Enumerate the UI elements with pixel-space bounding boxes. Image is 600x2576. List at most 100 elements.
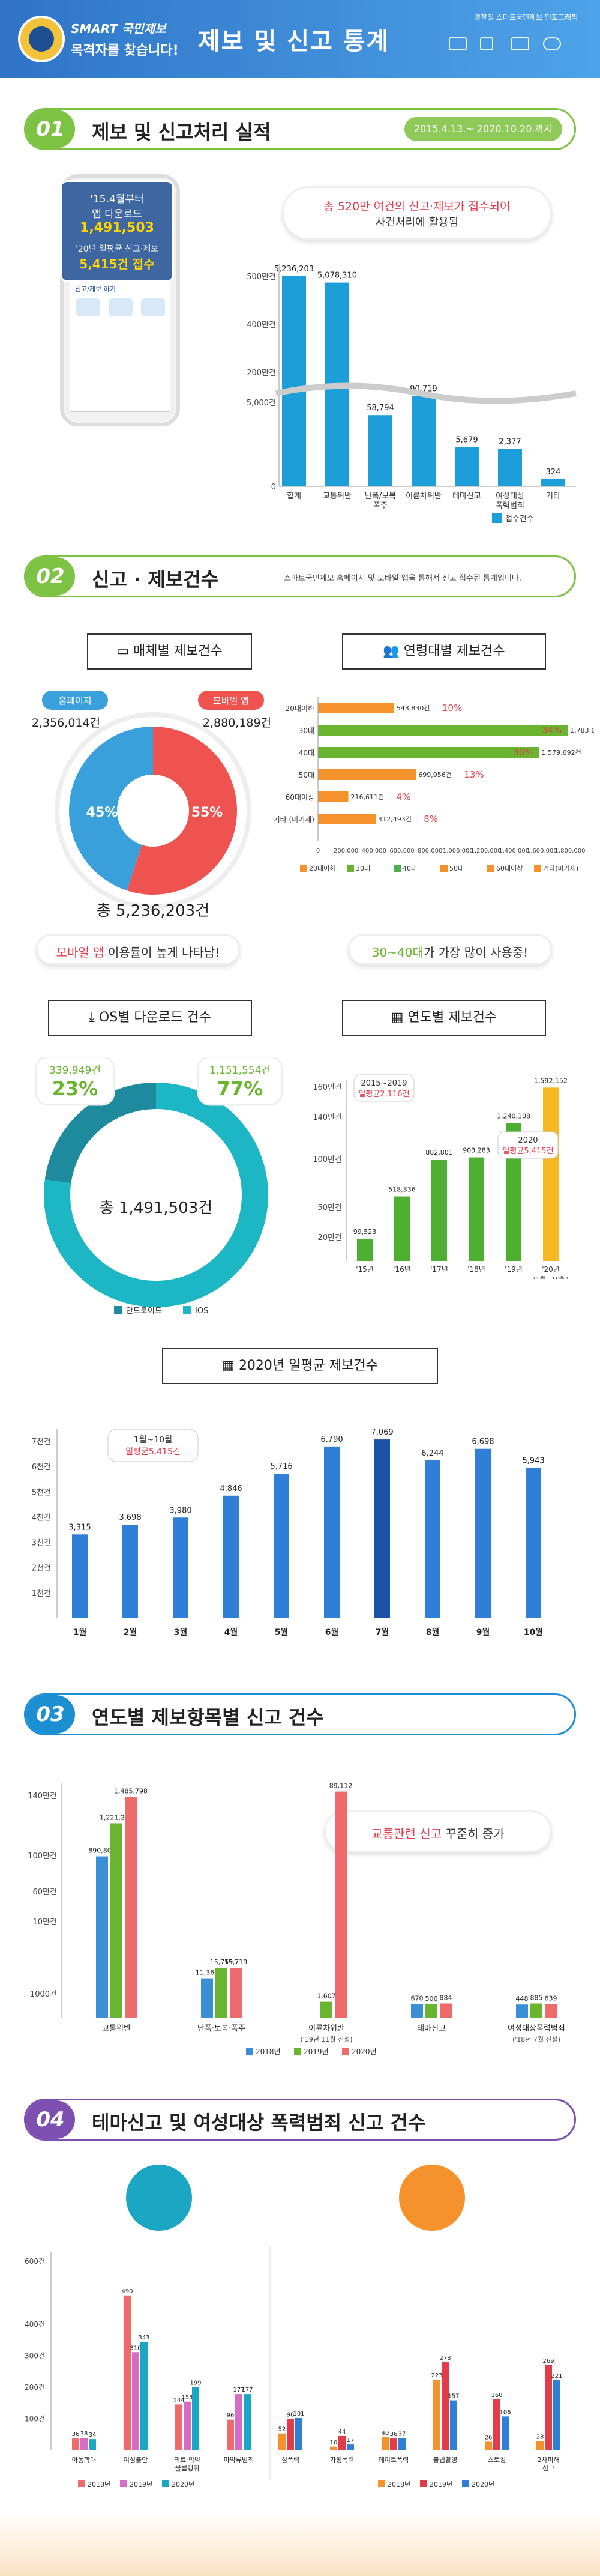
age-box-label: 👥 연령대별 제보건수 — [342, 633, 546, 670]
y-tick-label: 6천건 — [32, 1463, 51, 1472]
note-2020: (1월~10월) — [533, 1275, 568, 1279]
bar — [282, 276, 306, 486]
x-tick-label: 의료·의약 — [174, 2455, 200, 2464]
bar — [318, 791, 349, 802]
x-tick-label: 난폭/보복 — [365, 492, 396, 501]
x-tick-label: 불법행위 — [175, 2464, 199, 2472]
y-tick-label: 1000건 — [30, 1990, 57, 1999]
pie-hole — [117, 775, 189, 847]
bar — [184, 2401, 191, 2450]
legend-swatch — [120, 2480, 127, 2487]
bar-value-label: 448 — [516, 1995, 529, 2003]
bar-value-label: 15,759 — [210, 1958, 233, 1966]
legend-swatch — [420, 2480, 427, 2487]
bar — [96, 1856, 108, 2018]
app-tile-title: 신고/제보 하기 — [75, 285, 116, 293]
bar-value-label: 1,607 — [317, 1992, 336, 2000]
mobile-percent: 55% — [191, 805, 223, 820]
bar — [394, 1196, 410, 1261]
section1-period: 2015.4.13.~ 2020.10.20.까지 — [404, 117, 562, 141]
bar — [338, 2435, 346, 2450]
x-tick-label: 4월 — [224, 1627, 238, 1637]
bar-value-label: 199 — [190, 2380, 201, 2387]
calendar-icon: ▦ — [391, 1010, 408, 1025]
legend-swatch — [78, 2480, 85, 2487]
section1-title: 제보 및 신고처리 실적 — [92, 121, 271, 144]
bar — [431, 1160, 447, 1261]
legend-swatch — [534, 865, 541, 872]
bar-value-label: 52 — [278, 2426, 286, 2433]
phone-text3: '20년 일평균 신고·제보 — [75, 244, 159, 254]
bar-value-label: 98 — [287, 2412, 295, 2419]
section2-header: 02 신고 · 제보건수 스마트국민제보 홈페이지 및 모바일 앱을 통해서 신… — [24, 555, 576, 597]
phone-stats-box: '15.4월부터 앱 다운로드 1,491,503 '20년 일평균 신고·제보… — [60, 180, 174, 282]
y-tick-label: 400건 — [25, 2320, 45, 2329]
bar — [382, 2437, 389, 2450]
x-tick-label: 200,000 — [334, 848, 358, 854]
y-tick-label: 4천건 — [32, 1513, 51, 1522]
android-percent: 23% — [52, 1077, 98, 1100]
y-tick-label: 140만건 — [28, 1792, 57, 1801]
bar-value-label: 36 — [72, 2431, 80, 2438]
bar — [543, 1087, 559, 1261]
percent-label: 13% — [464, 769, 484, 780]
yearly-box-label: ▦ 연도별 제보건수 — [342, 1000, 546, 1036]
x-tick-label: 폭주 — [373, 501, 388, 510]
bar-value-label: 6,698 — [472, 1438, 494, 1447]
legend-label: 2019년 — [304, 2048, 329, 2056]
bar — [132, 2352, 139, 2450]
bar — [450, 2400, 457, 2450]
app-tile-icon — [109, 298, 133, 316]
x-tick-label: 테마신고 — [452, 492, 481, 501]
x-tick-label: 5월 — [275, 1627, 289, 1637]
media-footer: 모바일 앱 이용률이 높게 나타남! — [36, 934, 240, 965]
bar — [235, 2394, 242, 2450]
x-tick-label: 1,000,000 — [443, 848, 473, 854]
daily-average: 5,415건 접수 — [79, 257, 155, 271]
y-tick-label: 3천건 — [32, 1539, 51, 1548]
bar-value-label: 278 — [439, 2355, 451, 2362]
bar-value-label: 1,579,692건 — [542, 749, 581, 757]
bar-value-label: 89,112 — [329, 1782, 353, 1790]
donut-android — [44, 1083, 157, 1184]
section3-chart: 140만건 100만건 60만건 10만건 1000건 890,802 1,221,253 1… — [28, 1782, 565, 2056]
bar-value-label: 5,679 — [455, 435, 478, 444]
ios-value: 1,151,554건 — [209, 1065, 271, 1077]
y-tick-label: 50만건 — [318, 1203, 342, 1212]
bubble-text: 1월~10월 — [134, 1435, 172, 1445]
bar — [278, 2433, 286, 2450]
section2-number: 02 — [26, 557, 75, 596]
bar-value-label: 44 — [338, 2429, 346, 2435]
age-footer: 30~40대가 가장 많이 사용중! — [348, 934, 552, 965]
y-tick-label: 400만건 — [247, 321, 276, 330]
y-tick-label: 140만건 — [313, 1113, 342, 1122]
legend-swatch — [342, 2048, 349, 2055]
legend-swatch — [440, 865, 448, 872]
legend-swatch — [462, 2480, 469, 2487]
phone-text2: 앱 다운로드 — [92, 208, 142, 220]
y-tick-label: 160만건 — [313, 1083, 342, 1092]
bar — [485, 2441, 492, 2450]
brand-slogan: 목격자를 찾습니다! — [71, 43, 179, 58]
bar — [469, 1157, 484, 1261]
section3-title: 연도별 제보항목별 신고 건수 — [92, 1706, 324, 1729]
section4-header: 04 테마신고 및 여성대상 폭력범죄 신고 건수 — [24, 2099, 576, 2141]
legend-label: 2018년 — [256, 2048, 281, 2056]
bar-value-label: 177 — [241, 2387, 253, 2393]
bar-value-label: 1,592,152 — [534, 1077, 568, 1084]
bar — [324, 1446, 340, 1618]
section4-number: 04 — [26, 2100, 75, 2139]
x-tick-label: 마약류범죄 — [224, 2455, 254, 2464]
legend-label: 2020년 — [352, 2048, 377, 2056]
x-tick-label: 합계 — [287, 492, 301, 501]
bar — [140, 2341, 148, 2450]
callout-sub: 사건처리에 활용됨 — [375, 216, 459, 229]
section2-note: 스마트국민제보 홈페이지 및 모바일 앱을 통해서 신고 접수된 통계입니다. — [284, 574, 521, 583]
y-tick-label: 100건 — [25, 2415, 45, 2423]
bubble-text: 일평균2,116건 — [358, 1090, 409, 1099]
section1-chart: 500만건 400만건 200만건 5,000건 0 5,236,203 합계 5,078,3… — [247, 264, 577, 524]
bar-value-label: 144 — [173, 2397, 184, 2404]
bar — [412, 396, 436, 486]
